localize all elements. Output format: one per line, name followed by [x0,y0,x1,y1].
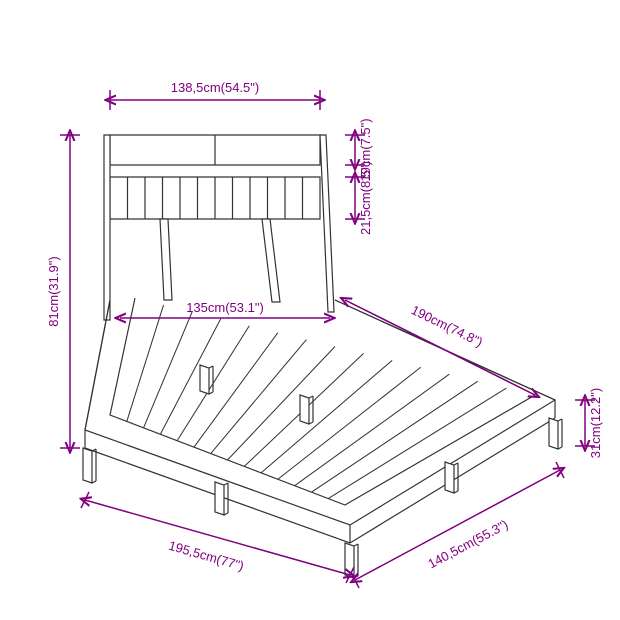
dim-inner-width: 135cm(53.1") [186,300,264,315]
dim-right-height: 31cm(12.2") [588,388,603,458]
bed-frame [83,135,562,578]
dim-bottom-left: 195,5cm(77") [167,538,246,574]
dim-inner-length: 190cm(74.8") [409,302,485,349]
dim-bottom-right: 140,5cm(55.3") [425,517,510,572]
dim-head-slats: 21,5cm(8.5") [358,161,373,235]
dim-left-height: 81cm(31.9") [46,256,61,326]
bed-dimension-diagram: 138,5cm(54.5")81cm(31.9")19cm(7.5")21,5c… [0,0,620,620]
dim-top-width: 138,5cm(54.5") [171,80,259,95]
